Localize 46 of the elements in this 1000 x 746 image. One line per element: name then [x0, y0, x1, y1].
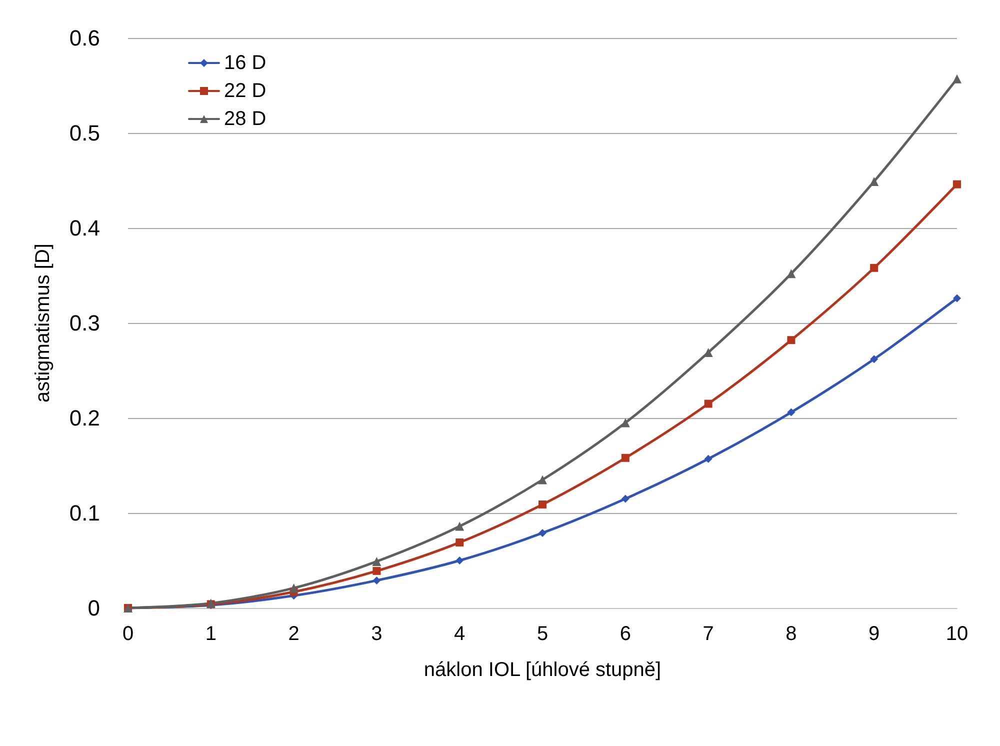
y-tick-label: 0	[88, 596, 100, 620]
point	[953, 180, 961, 188]
point	[289, 584, 298, 593]
point	[620, 418, 630, 428]
point	[372, 566, 381, 575]
y-tick-label: 0.3	[69, 310, 100, 336]
point	[538, 475, 547, 484]
x-tick-label: 1	[205, 623, 216, 645]
x-tick-label: 0	[122, 623, 134, 645]
point	[952, 74, 962, 84]
point	[621, 454, 630, 462]
point	[953, 294, 961, 302]
legend-label: 22 D	[224, 80, 266, 102]
point	[787, 408, 796, 416]
y-tick-label: 0.2	[69, 406, 100, 430]
point	[456, 538, 464, 546]
x-tick-label: 8	[786, 623, 797, 645]
y-tick-label: 0.5	[69, 120, 100, 146]
x-tick-label: 2	[288, 623, 300, 645]
point	[372, 556, 382, 566]
legend-label: 16 D	[224, 52, 266, 74]
x-tick-label: 7	[702, 623, 714, 645]
x-tick-label: 4	[454, 623, 466, 645]
x-tick-label: 5	[536, 623, 548, 645]
x-tick-label: 6	[620, 623, 631, 645]
legend-label: 28 D	[224, 108, 266, 130]
point	[372, 576, 381, 584]
x-axis-title: náklon IOL [úhlové stupně]	[424, 659, 662, 681]
x-tick-label: 10	[946, 623, 968, 645]
y-tick-label: 0.1	[69, 500, 100, 526]
y-tick-label: 0.6	[69, 26, 100, 50]
point	[870, 355, 878, 364]
x-tick-label: 3	[371, 623, 382, 645]
point	[455, 522, 464, 531]
point	[704, 400, 712, 408]
y-tick-label: 0.4	[69, 216, 100, 240]
point	[621, 494, 630, 503]
point	[538, 528, 546, 537]
point	[704, 454, 712, 463]
point	[456, 556, 464, 564]
x-tick-label: 9	[868, 623, 880, 645]
point	[870, 176, 879, 186]
point	[870, 264, 878, 272]
y-axis-title: astigmatismus [D]	[32, 244, 54, 402]
point	[538, 500, 546, 508]
point	[787, 336, 796, 344]
